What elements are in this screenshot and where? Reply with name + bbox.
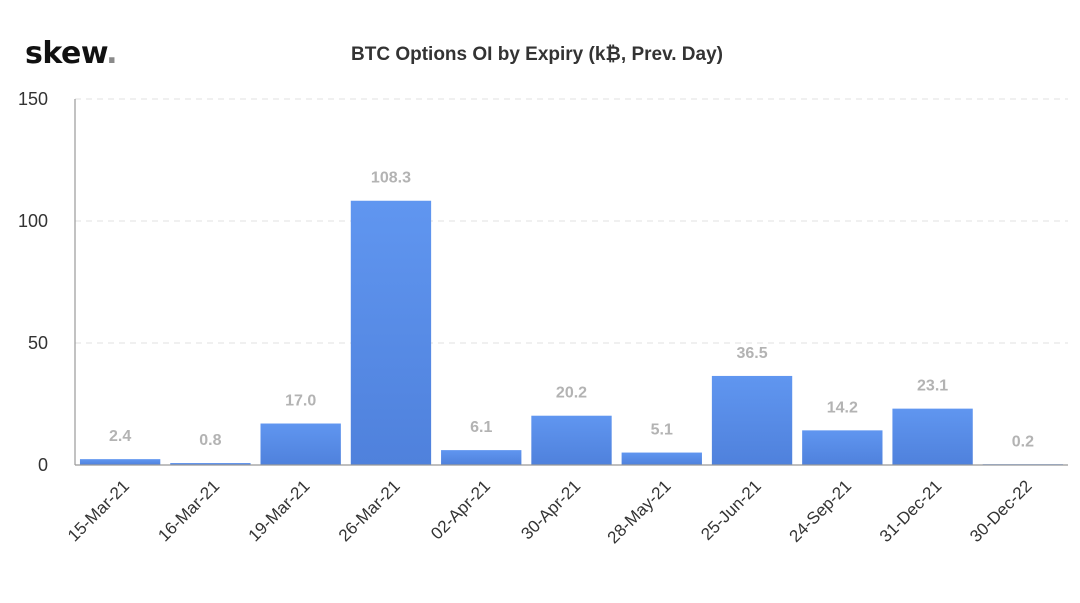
data-label: 2.4 [109, 428, 131, 445]
y-axis-ticks: 0 50 100 150 [18, 89, 48, 475]
bar [892, 408, 973, 465]
y-tick-label: 50 [28, 333, 48, 353]
data-label: 14.2 [827, 399, 858, 416]
watermark: Greeks [921, 542, 1039, 573]
bar [711, 375, 793, 465]
data-label: 6.1 [470, 419, 492, 436]
x-tick-label: 26-Mar-21 [335, 476, 404, 545]
y-tick-label: 150 [18, 89, 48, 109]
x-tick-label: 31-Dec-21 [876, 476, 946, 546]
data-label: 20.2 [556, 385, 587, 402]
skew-logo: skew. [25, 36, 118, 71]
data-label: 0.2 [1012, 434, 1034, 451]
wechat-bubbles-icon [921, 542, 958, 571]
bar [802, 430, 883, 465]
bar [441, 450, 522, 465]
x-axis-ticks: 15-Mar-21 16-Mar-21 19-Mar-21 26-Mar-21 02-A… [64, 476, 1036, 547]
x-tick-label: 28-May-21 [604, 476, 675, 547]
data-label: 23.1 [917, 378, 948, 395]
data-label: 5.1 [651, 422, 673, 439]
logo-text: skew [25, 36, 108, 71]
logo-dot: . [106, 36, 117, 71]
x-tick-label: 19-Mar-21 [245, 476, 314, 545]
data-labels: 2.4 0.8 17.0 108.3 6.1 20.2 5.1 36.5 14.2 23.1 0.2 [109, 170, 1034, 451]
y-tick-label: 0 [38, 455, 48, 475]
x-tick-label: 24-Sep-21 [786, 476, 856, 546]
data-label: 0.8 [199, 432, 221, 449]
chart-title: BTC Options OI by Expiry (k₿, Prev. Day) [351, 44, 723, 65]
bars [79, 200, 1064, 466]
watermark-text: Greeks [958, 546, 1038, 572]
bar [621, 452, 702, 465]
bar [260, 423, 341, 465]
bar [350, 200, 432, 466]
x-tick-label: 30-Apr-21 [517, 476, 584, 543]
data-label: 17.0 [285, 393, 316, 410]
x-tick-label: 30-Dec-22 [966, 476, 1036, 546]
x-tick-label: 16-Mar-21 [154, 476, 223, 545]
bar [170, 463, 251, 465]
data-label: 108.3 [371, 170, 411, 187]
y-tick-label: 100 [18, 211, 48, 231]
x-tick-label: 02-Apr-21 [427, 476, 494, 543]
bar [79, 459, 161, 465]
data-label: 36.5 [736, 345, 767, 362]
x-tick-label: 15-Mar-21 [64, 476, 133, 545]
bar [531, 415, 612, 465]
svg-text:skew.: skew. [25, 36, 117, 71]
x-tick-label: 25-Jun-21 [697, 476, 765, 544]
grid-lines [75, 98, 1068, 344]
